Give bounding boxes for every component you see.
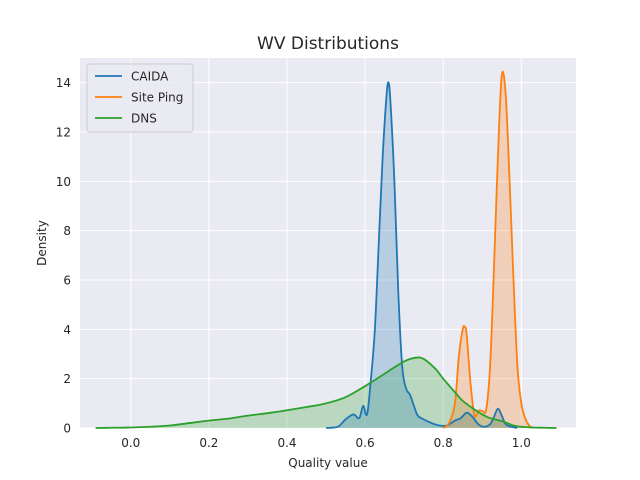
x-tick-label: 0.2 <box>199 436 218 450</box>
series-fills <box>95 71 557 429</box>
series-lines <box>95 70 557 429</box>
x-axis-label: Quality value <box>288 456 367 470</box>
series-area-site-ping <box>443 71 534 428</box>
y-tick-label: 12 <box>56 126 71 140</box>
y-tick-label: 6 <box>63 274 71 288</box>
x-tick-label: 0.6 <box>356 436 375 450</box>
x-tick-label: 1.0 <box>512 436 531 450</box>
legend: CAIDA Site Ping DNS <box>86 63 194 133</box>
x-tick-label: 0.0 <box>121 436 140 450</box>
y-tick-labels: 0 2 4 6 8 10 12 14 <box>56 76 71 435</box>
series-line-site-ping <box>442 70 534 429</box>
legend-box <box>86 63 194 133</box>
y-tick-label: 2 <box>63 372 71 386</box>
series-line-caida <box>325 81 518 429</box>
chart-title: WV Distributions <box>257 34 399 54</box>
y-tick-label: 10 <box>56 175 71 189</box>
x-tick-labels: 0.0 0.2 0.4 0.6 0.8 1.0 <box>121 436 531 450</box>
x-tick-label: 0.8 <box>434 436 453 450</box>
y-axis-label: Density <box>35 220 49 266</box>
series-area-dns <box>95 357 557 428</box>
legend-label: CAIDA <box>131 70 169 84</box>
y-tick-label: 14 <box>56 76 71 90</box>
series-line-dns <box>95 356 557 429</box>
y-tick-label: 8 <box>63 224 71 238</box>
y-tick-label: 4 <box>63 323 71 337</box>
x-tick-label: 0.4 <box>277 436 296 450</box>
legend-label: DNS <box>131 112 157 126</box>
y-tick-label: 0 <box>63 422 71 436</box>
legend-label: Site Ping <box>131 91 183 105</box>
